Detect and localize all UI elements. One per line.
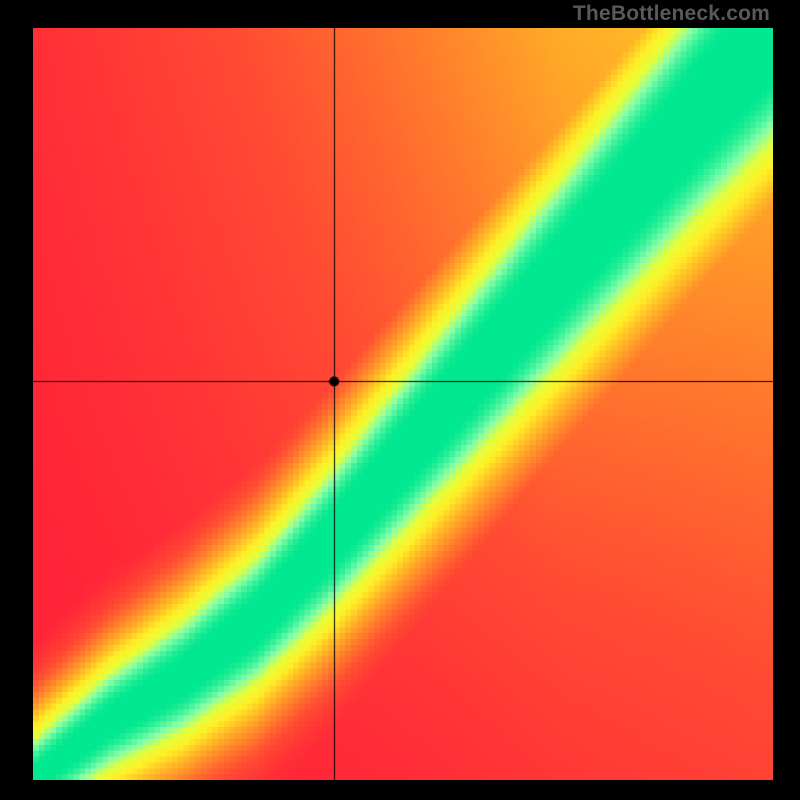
watermark-text: TheBottleneck.com — [573, 2, 770, 26]
bottleneck-heatmap — [33, 28, 773, 780]
chart-container: { "watermark": { "text": "TheBottleneck.… — [0, 0, 800, 800]
